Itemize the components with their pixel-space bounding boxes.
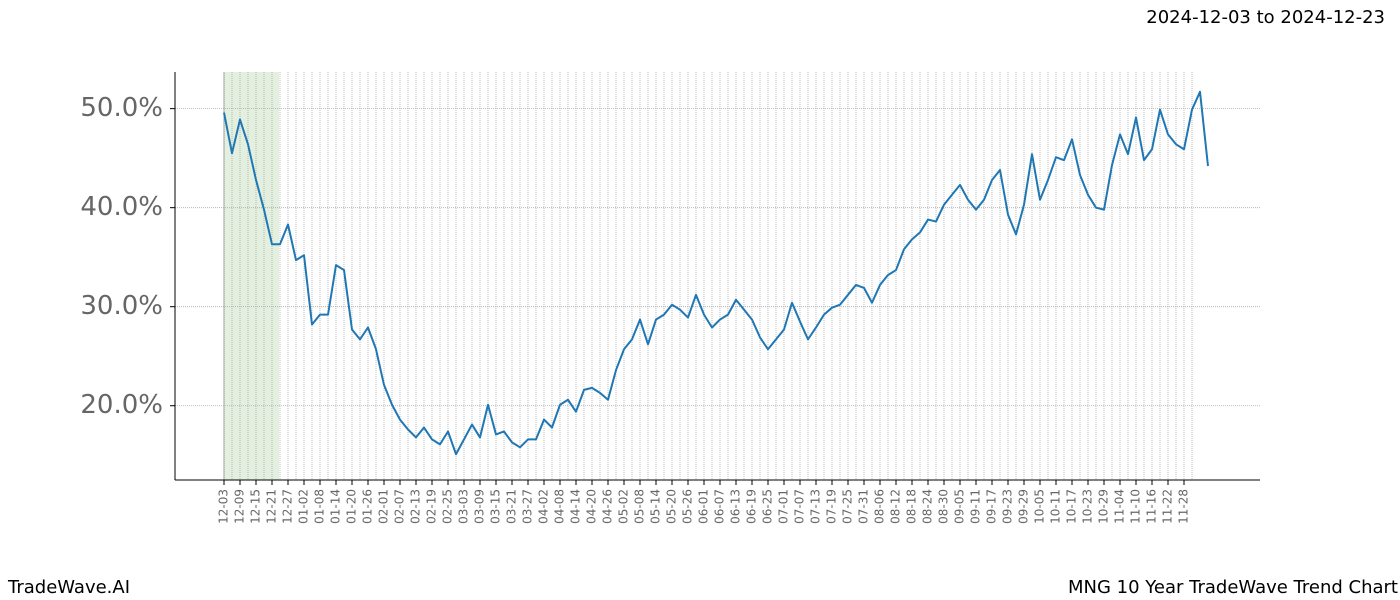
x-tick-label: 06-01 xyxy=(697,489,711,524)
x-tick-label: 04-26 xyxy=(601,489,615,524)
x-tick-label: 01-14 xyxy=(329,489,343,524)
x-tick-label: 09-17 xyxy=(985,489,999,524)
x-tick-label: 04-14 xyxy=(569,489,583,524)
x-tick-label: 02-01 xyxy=(377,489,391,524)
x-tick-label: 06-19 xyxy=(745,489,759,524)
x-tick-label: 01-08 xyxy=(313,489,327,524)
trend-line xyxy=(223,90,1209,456)
x-tick-label: 12-03 xyxy=(217,489,231,524)
x-tick-label: 12-15 xyxy=(249,489,263,524)
x-tick-label: 06-07 xyxy=(713,489,727,524)
x-tick-label: 07-07 xyxy=(793,489,807,524)
x-tick-label: 03-21 xyxy=(505,489,519,524)
x-tick-label: 11-16 xyxy=(1145,489,1159,524)
x-tick-label: 11-28 xyxy=(1177,489,1191,524)
y-tick-label: 40.0% xyxy=(80,192,163,222)
x-tick-label: 02-13 xyxy=(409,489,423,524)
brand: TradeWave.AI xyxy=(7,577,130,598)
x-tick-label: 04-02 xyxy=(537,489,551,524)
y-tick-label: 50.0% xyxy=(80,93,163,123)
x-tick-label: 03-09 xyxy=(473,489,487,524)
x-tick-label: 10-11 xyxy=(1049,489,1063,524)
x-tick-label: 05-20 xyxy=(665,489,679,524)
x-tick-label: 07-13 xyxy=(809,489,823,524)
x-tick-label: 05-08 xyxy=(633,489,647,524)
x-tick-label: 05-14 xyxy=(649,489,663,524)
x-tick-label: 07-25 xyxy=(841,489,855,524)
x-tick-label: 10-23 xyxy=(1081,489,1095,524)
x-tick-label: 03-03 xyxy=(457,489,471,524)
x-tick-label: 10-17 xyxy=(1065,489,1079,524)
x-tick-label: 11-10 xyxy=(1129,489,1143,524)
x-tick-label: 12-09 xyxy=(233,489,247,524)
chart-caption: MNG 10 Year TradeWave Trend Chart xyxy=(1068,577,1398,598)
x-tick-label: 03-27 xyxy=(521,489,535,524)
x-tick-label: 06-25 xyxy=(761,489,775,524)
x-tick-label: 04-08 xyxy=(553,489,567,524)
date-range: 2024-12-03 to 2024-12-23 xyxy=(1146,7,1385,28)
highlight-range xyxy=(224,72,279,480)
x-tick-label: 10-05 xyxy=(1033,489,1047,524)
x-tick-label: 08-06 xyxy=(873,489,887,524)
x-tick-label: 08-18 xyxy=(905,489,919,524)
y-tick-label: 30.0% xyxy=(80,291,163,321)
x-tick-label: 01-26 xyxy=(361,489,375,524)
x-tick-label: 11-22 xyxy=(1161,489,1175,524)
x-tick-label: 07-31 xyxy=(857,489,871,524)
x-tick-label: 07-19 xyxy=(825,489,839,524)
x-tick-label: 02-25 xyxy=(441,489,455,524)
x-tick-label: 01-20 xyxy=(345,489,359,524)
x-tick-label: 09-11 xyxy=(969,489,983,524)
x-tick-label: 12-21 xyxy=(265,489,279,524)
x-tick-label: 03-15 xyxy=(489,489,503,524)
x-tick-label: 06-13 xyxy=(729,489,743,524)
x-tick-label: 08-12 xyxy=(889,489,903,524)
x-tick-label: 02-07 xyxy=(393,489,407,524)
x-tick-label: 10-29 xyxy=(1097,489,1111,524)
x-tick-label: 05-02 xyxy=(617,489,631,524)
x-tick-label: 11-04 xyxy=(1113,489,1127,524)
x-tick-label: 08-24 xyxy=(921,489,935,524)
x-tick-label: 04-20 xyxy=(585,489,599,524)
x-tick-label: 07-01 xyxy=(777,489,791,524)
y-tick-label: 20.0% xyxy=(80,390,163,420)
x-tick-label: 02-19 xyxy=(425,489,439,524)
x-tick-label: 12-27 xyxy=(281,489,295,524)
x-tick-label: 05-26 xyxy=(681,489,695,524)
x-tick-label: 09-29 xyxy=(1017,489,1031,524)
x-tick-label: 09-23 xyxy=(1001,489,1015,524)
x-tick-label: 01-02 xyxy=(297,489,311,524)
x-tick-label: 09-05 xyxy=(953,489,967,524)
x-tick-label: 08-30 xyxy=(937,489,951,524)
